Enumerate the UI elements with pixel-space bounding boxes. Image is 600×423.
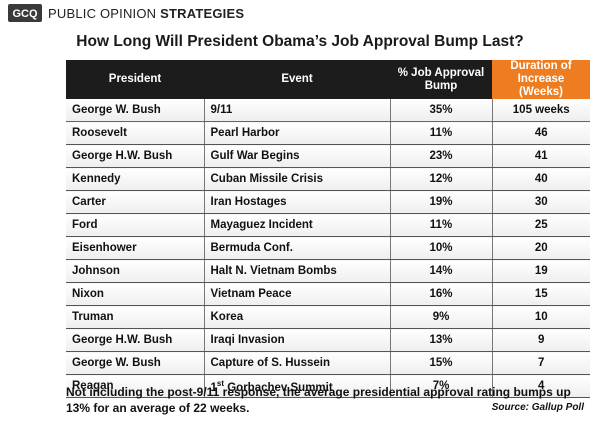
cell-bump: 11% (390, 121, 493, 145)
table-row: Johnson Halt N. Vietnam Bombs 14% 19 (66, 259, 590, 283)
table-row: Eisenhower Bermuda Conf. 10% 20 (66, 236, 590, 260)
cell-duration: 41 (492, 144, 590, 168)
cell-president: Nixon (66, 282, 205, 306)
cell-president: Reagan (66, 374, 205, 398)
header-duration-line1: Duration of (510, 60, 572, 72)
cell-duration: 46 (492, 121, 590, 145)
header-duration-line2: Increase (Weeks) (517, 73, 565, 98)
logo-text: GCQ (12, 8, 38, 20)
cell-event: Mayaguez Incident (204, 213, 391, 237)
header-bar: GCQ PUBLIC OPINION STRATEGIES (8, 2, 244, 24)
cell-bump: 35% (390, 99, 493, 122)
cell-event: Bermuda Conf. (204, 236, 391, 260)
cell-event: Gulf War Begins (204, 144, 391, 168)
table-header-row: President Event % Job Approval Bump Dura… (66, 60, 590, 99)
cell-bump: 9% (390, 305, 493, 329)
cell-event: Capture of S. Hussein (204, 351, 391, 375)
logo: GCQ (8, 4, 42, 22)
cell-president: Truman (66, 305, 205, 329)
cell-bump: 23% (390, 144, 493, 168)
cell-president: George W. Bush (66, 351, 205, 375)
cell-duration: 9 (492, 328, 590, 352)
cell-event: Cuban Missile Crisis (204, 167, 391, 191)
cell-bump: 14% (390, 259, 493, 283)
table-row: Carter Iran Hostages 19% 30 (66, 190, 590, 214)
cell-event: Iran Hostages (204, 190, 391, 214)
cell-event: Iraqi Invasion (204, 328, 391, 352)
cell-bump: 15% (390, 351, 493, 375)
header-bump-line2: Bump (424, 79, 458, 92)
cell-duration: 7 (492, 351, 590, 375)
header-bump: % Job Approval Bump (390, 60, 492, 99)
cell-president: George W. Bush (66, 99, 205, 122)
brand-regular: PUBLIC OPINION (48, 5, 157, 21)
footnote: Not including the post-9/11 response, th… (66, 385, 571, 415)
header-president: President (66, 60, 204, 99)
table-row: Reagan 1st Gorbachev Summit 7% 4 (66, 374, 590, 398)
cell-bump: 11% (390, 213, 493, 237)
cell-president: Roosevelt (66, 121, 205, 145)
header-bump-line1: % Job Approval (397, 66, 485, 79)
table-row: Roosevelt Pearl Harbor 11% 46 (66, 121, 590, 145)
cell-duration: 4 (492, 374, 590, 398)
approval-table: President Event % Job Approval Bump Dura… (66, 60, 590, 398)
table-row: George W. Bush Capture of S. Hussein 15% 7 (66, 351, 590, 375)
logo-icon: GCQ (12, 8, 38, 20)
table-row: George W. Bush 9/11 35% 105 weeks (66, 99, 590, 122)
cell-president: Kennedy (66, 167, 205, 191)
cell-duration: 19 (492, 259, 590, 283)
cell-event: Pearl Harbor (204, 121, 391, 145)
cell-duration: 40 (492, 167, 590, 191)
source-note: Source: Gallup Poll (491, 402, 584, 413)
cell-president: Eisenhower (66, 236, 205, 260)
cell-president: George H.W. Bush (66, 328, 205, 352)
cell-bump: 10% (390, 236, 493, 260)
brand-bold: STRATEGIES (160, 5, 245, 21)
cell-president: Ford (66, 213, 205, 237)
table-body: George W. Bush 9/11 35% 105 weeks Roosevelt P… (66, 99, 590, 398)
cell-event: Korea (204, 305, 391, 329)
cell-duration: 105 weeks (492, 99, 590, 122)
cell-event-number: 1 (210, 381, 217, 394)
cell-president: Carter (66, 190, 205, 214)
cell-event: Vietnam Peace (204, 282, 391, 306)
cell-event-rest: Gorbachev Summit (224, 381, 333, 394)
cell-bump: 7% (390, 374, 493, 398)
cell-bump: 16% (390, 282, 493, 306)
cell-bump: 12% (390, 167, 493, 191)
table-row: Kennedy Cuban Missile Crisis 12% 40 (66, 167, 590, 191)
cell-bump: 19% (390, 190, 493, 214)
cell-event-ordinal: st (216, 378, 225, 388)
cell-event: 9/11 (204, 99, 391, 122)
cell-duration: 30 (492, 190, 590, 214)
cell-president: Johnson (66, 259, 205, 283)
brand-name: PUBLIC OPINION STRATEGIES (48, 6, 244, 21)
header-duration: Duration of Increase (Weeks) (492, 60, 590, 99)
header-event: Event (204, 60, 390, 99)
cell-event: Halt N. Vietnam Bombs (204, 259, 391, 283)
cell-duration: 10 (492, 305, 590, 329)
cell-duration: 25 (492, 213, 590, 237)
table-row: Ford Mayaguez Incident 11% 25 (66, 213, 590, 237)
table-row: George H.W. Bush Gulf War Begins 23% 41 (66, 144, 590, 168)
table-row: Truman Korea 9% 10 (66, 305, 590, 329)
cell-duration: 20 (492, 236, 590, 260)
table-row: George H.W. Bush Iraqi Invasion 13% 9 (66, 328, 590, 352)
cell-president: George H.W. Bush (66, 144, 205, 168)
cell-bump: 13% (390, 328, 493, 352)
cell-event: 1st Gorbachev Summit (204, 374, 391, 398)
table-row: Nixon Vietnam Peace 16% 15 (66, 282, 590, 306)
cell-duration: 15 (492, 282, 590, 306)
page-title: How Long Will President Obama’s Job Appr… (76, 33, 524, 50)
